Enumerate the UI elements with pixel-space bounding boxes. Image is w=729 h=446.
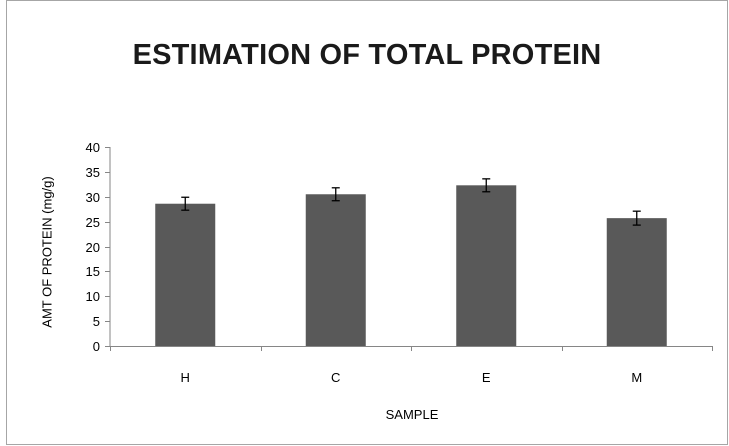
bar-M	[606, 218, 667, 346]
y-axis-label: AMT OF PROTEIN (mg/g)	[39, 176, 55, 328]
x-tick-label: M	[631, 370, 642, 385]
error-bars	[181, 178, 641, 226]
y-tick-label: 25	[86, 215, 100, 230]
x-tick-label: H	[181, 370, 190, 385]
y-tick-label: 20	[86, 240, 100, 255]
y-axis: 0 5 10 15 20 25 30 35 40	[86, 140, 111, 354]
y-tick-label: 10	[86, 289, 100, 304]
bars	[155, 185, 667, 346]
bar-H	[155, 203, 216, 346]
x-axis-label: SAMPLE	[385, 407, 439, 422]
y-tick-label: 15	[86, 264, 100, 279]
y-tick-label: 35	[86, 165, 100, 180]
error-bar-C	[331, 187, 340, 202]
error-bar-H	[181, 196, 190, 211]
x-tick-label: E	[482, 370, 491, 385]
bar-C	[305, 194, 366, 346]
bar-E	[456, 185, 517, 346]
chart-title: ESTIMATION OF TOTAL PROTEIN	[132, 39, 602, 71]
y-tick-label: 40	[86, 140, 100, 155]
error-bar-E	[482, 178, 491, 193]
x-tick-label: C	[331, 370, 340, 385]
y-tick-label: 30	[86, 190, 100, 205]
y-tick-label: 5	[93, 314, 100, 329]
error-bar-M	[632, 210, 641, 226]
y-tick-label: 0	[93, 339, 100, 354]
